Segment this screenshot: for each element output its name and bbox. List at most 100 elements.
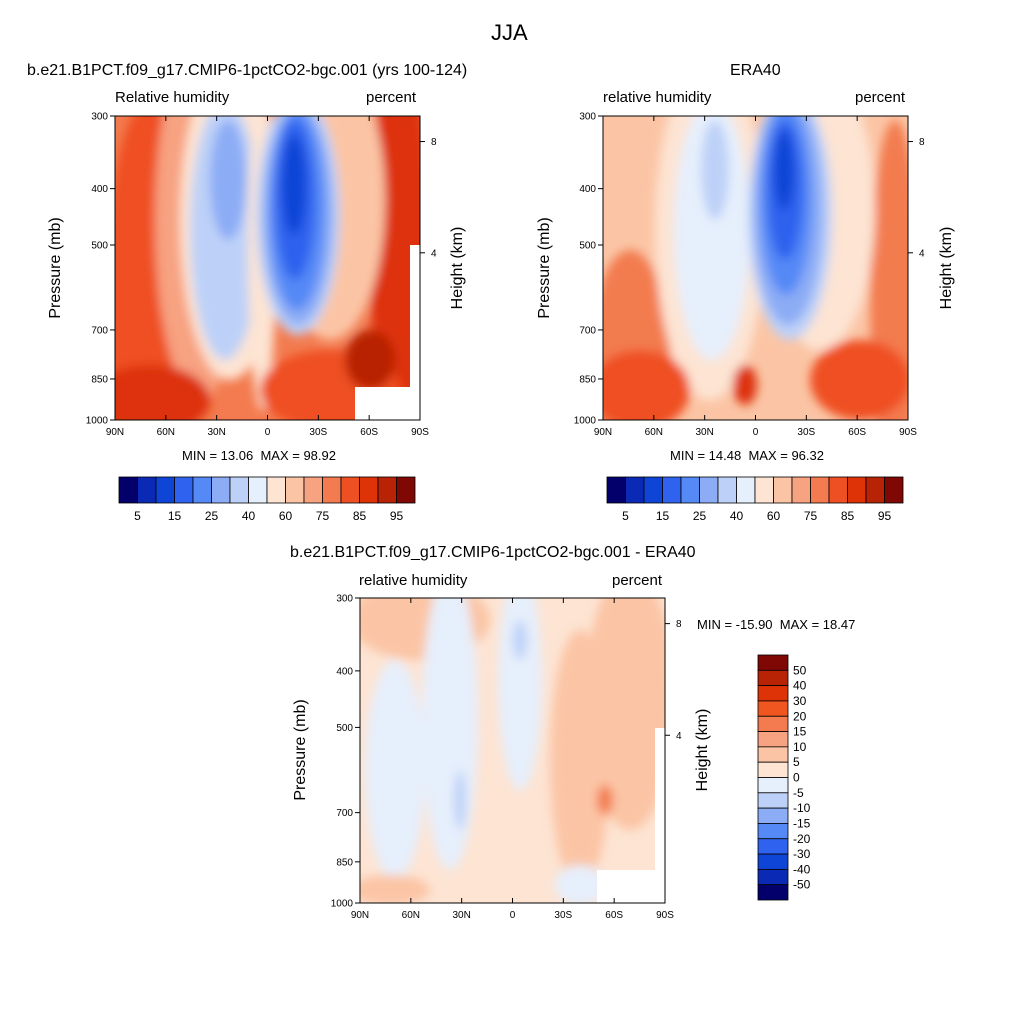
panel2-colorbar-label: 25 <box>693 509 707 523</box>
panel2-colorbar-box <box>717 476 737 504</box>
panel3-colorbar-box <box>757 715 789 732</box>
panel1-missing-strip <box>410 245 420 420</box>
panel3-colorbar-box <box>757 884 789 901</box>
panel3-subtropic-s-positive <box>550 630 610 890</box>
panel2-colorbar-label: 5 <box>622 509 629 523</box>
panel2-colorbar-label: 40 <box>730 509 744 523</box>
panel2-boundary-s <box>810 340 908 420</box>
panel1-height-tick-label: 4 <box>431 248 437 259</box>
panel3-y-tick-label: 850 <box>336 857 353 868</box>
panel3-height-tick-label: 4 <box>676 731 682 742</box>
panel1-x-tick-label: 30S <box>309 427 327 438</box>
panel3-x-tick-label: 30N <box>452 910 470 921</box>
panel3-x-tick-label: 30S <box>554 910 572 921</box>
panel3-north-negative <box>365 660 425 880</box>
panel3-x-tick-label: 90N <box>351 910 369 921</box>
panel3-midlat-negative <box>422 598 478 870</box>
panel1-colorbar-box <box>174 476 194 504</box>
panel1-colorbar-box <box>192 476 212 504</box>
panel1-height-tick-label: 8 <box>431 137 437 148</box>
panel3-colorbar-label: -20 <box>793 832 811 846</box>
panel2-variable-label: relative humidity <box>603 89 712 106</box>
panel1-units-label: percent <box>366 89 417 106</box>
panel1-colorbar-label: 95 <box>390 509 404 523</box>
panel2-x-tick-label: 30S <box>797 427 815 438</box>
panel2-height-tick-label: 4 <box>919 248 925 259</box>
panel2-y-tick-label: 300 <box>579 112 596 123</box>
panel3-eq-negative-core <box>513 620 527 660</box>
panel1-colorbar-label: 15 <box>168 509 182 523</box>
panel2-min-label: MIN = <box>670 448 706 463</box>
panel2-boundary-n <box>603 350 690 420</box>
panel2-max-label: MAX = <box>748 448 788 463</box>
panel3-x-tick-label: 0 <box>510 910 516 921</box>
panel2-colorbar-box <box>773 476 793 504</box>
panel1-colorbar-box <box>137 476 157 504</box>
panel1-title: b.e21.B1PCT.f09_g17.CMIP6-1pctCO2-bgc.00… <box>27 62 468 79</box>
panel3-colorbar-box <box>757 838 789 855</box>
panel1-max-label: MAX = <box>260 448 300 463</box>
panel1-colorbar-label: 60 <box>279 509 293 523</box>
panel3-colorbar-label: -5 <box>793 786 804 800</box>
panel3-lower-s-negative <box>555 865 605 903</box>
panel3-subtropic-s-core <box>597 785 613 815</box>
panel2-min-value: 14.48 <box>708 448 742 463</box>
panel3-y-tick-label: 1000 <box>331 899 354 910</box>
panel1-y-tick-label: 400 <box>91 184 108 195</box>
panel3-y-tick-label: 400 <box>336 666 353 677</box>
panel2-dry-s-5 <box>774 130 794 210</box>
panel2-x-tick-label: 90N <box>594 427 612 438</box>
panel2-colorbar-box <box>699 476 719 504</box>
panel2-x-tick-label: 30N <box>695 427 713 438</box>
panel3-colorbar-label: 5 <box>793 755 800 769</box>
panel2-colorbar-box <box>791 476 811 504</box>
panel3-x-tick-label: 60N <box>402 910 420 921</box>
panel3-x-tick-label: 60S <box>605 910 623 921</box>
panel1-variable-label: Relative humidity <box>115 89 230 106</box>
panel2-south-moist <box>870 120 908 420</box>
panel1-y-tick-label: 700 <box>91 325 108 336</box>
panel3-colorbar-box <box>757 792 789 809</box>
panel3-colorbar-box <box>757 685 789 702</box>
panel1-colorbar-label: 40 <box>242 509 256 523</box>
panel3-colorbar-label: -50 <box>793 878 811 892</box>
panel3-y-tick-label: 300 <box>336 594 353 605</box>
panel2-colorbar-box <box>847 476 867 504</box>
panel2-max-value: 96.32 <box>791 448 824 463</box>
panel3-colorbar-box <box>757 731 789 748</box>
panel3-colorbar-label: 20 <box>793 709 807 723</box>
panel3-colorbar-box <box>757 654 789 671</box>
panel3-missing-strip <box>655 728 665 903</box>
panel3-colorbar-label: -30 <box>793 847 811 861</box>
panel3-y-tick-label: 500 <box>336 723 353 734</box>
panel1-x-tick-label: 60N <box>157 427 175 438</box>
panel2-units-label: percent <box>855 89 906 106</box>
panel3-plot <box>360 598 665 903</box>
panel1-y-tick-label: 300 <box>91 112 108 123</box>
panel3-max-label: MAX = <box>779 617 820 632</box>
panel3-y-tick-label: 700 <box>336 808 353 819</box>
panel2-x-tick-label: 60N <box>645 427 663 438</box>
panel1-colorbar-box <box>118 476 138 504</box>
panel2-colorbar-box <box>884 476 904 504</box>
panel1-x-tick-label: 90N <box>106 427 124 438</box>
panel1-colorbar-box <box>229 476 249 504</box>
panel3-colorbar-label: 50 <box>793 663 807 677</box>
panel1-colorbar-label: 75 <box>316 509 330 523</box>
panel2-colorbar-box <box>606 476 626 504</box>
panel2-y-tick-label: 700 <box>579 325 596 336</box>
panel3-midlat-negative-core <box>454 770 466 830</box>
panel2-colorbar-box <box>828 476 848 504</box>
panel3-colorbar-label: -40 <box>793 862 811 876</box>
panel2-plot <box>603 116 908 420</box>
panel2-title: ERA40 <box>730 62 781 79</box>
panel3-colorbar-label: -15 <box>793 816 811 830</box>
panel2-colorbar-box <box>625 476 645 504</box>
panel1-min-label: MIN = <box>182 448 218 463</box>
panel1-boundary-s-core <box>345 330 395 390</box>
axis-ticks: 90N 60N 30N 0 30S 60S 90S300400500700850100084… <box>86 112 925 922</box>
figure-title: JJA <box>491 20 528 45</box>
panel3-units-label: percent <box>612 572 663 589</box>
panel3-colorbar-label: 10 <box>793 740 807 754</box>
